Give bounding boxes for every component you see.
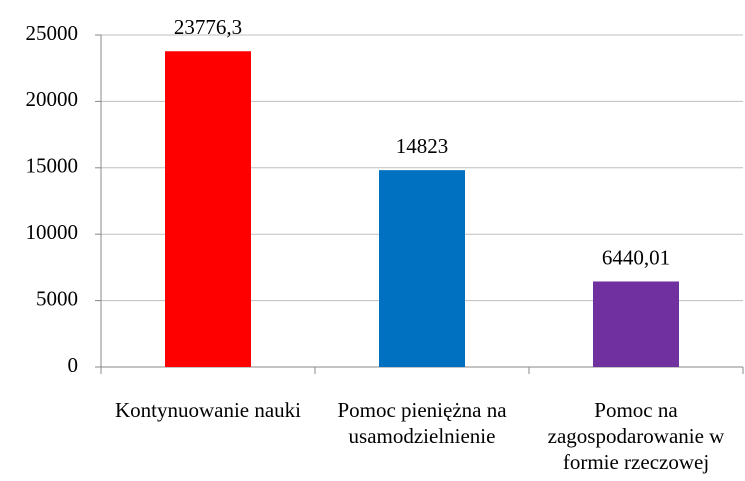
bar bbox=[165, 51, 251, 368]
x-tick-label: Kontynuowanie nauki bbox=[114, 398, 302, 422]
y-tick-label: 0 bbox=[68, 353, 79, 377]
value-label: 23776,3 bbox=[174, 15, 242, 39]
bar bbox=[593, 281, 679, 367]
y-tick-label: 15000 bbox=[26, 154, 79, 178]
value-label: 6440,01 bbox=[602, 245, 670, 269]
value-label: 14823 bbox=[396, 134, 449, 158]
bar bbox=[379, 170, 465, 367]
y-tick-label: 5000 bbox=[36, 286, 78, 310]
y-tick-label: 20000 bbox=[26, 87, 79, 111]
x-tick-label: Pomoc pieniężna na usamodzielnienie bbox=[337, 398, 507, 448]
y-tick-label: 25000 bbox=[26, 21, 79, 45]
x-tick-label: Pomoc na zagospodarowanie w formie rzecz… bbox=[547, 398, 725, 474]
y-tick-label: 10000 bbox=[26, 220, 79, 244]
